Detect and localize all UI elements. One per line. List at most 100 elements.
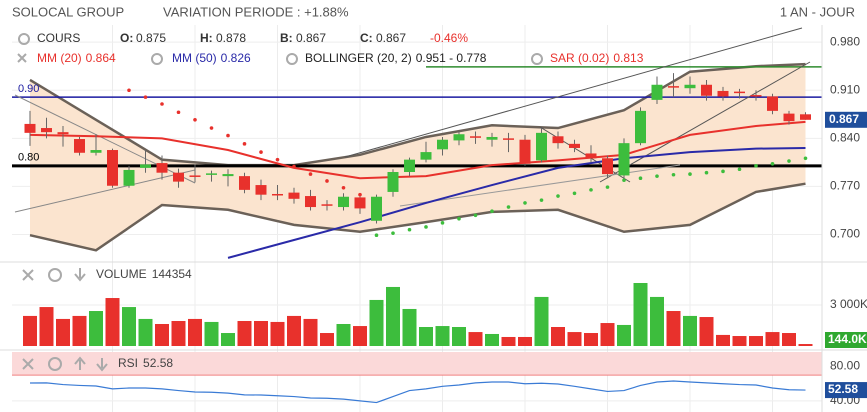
candle-body — [486, 136, 498, 140]
sar-dot — [506, 205, 511, 209]
volume-bar — [270, 321, 285, 346]
horizontal-line-label: 0.80 — [18, 152, 39, 164]
candle-body — [519, 139, 531, 164]
volume-bar — [336, 323, 351, 346]
quote-label: B: — [280, 31, 293, 45]
candle-body — [57, 132, 69, 135]
candle-body — [74, 139, 85, 153]
sar-dot — [226, 133, 230, 138]
volume-bar — [485, 333, 499, 346]
close-icon[interactable] — [22, 269, 34, 281]
candle-body — [123, 169, 135, 186]
candle-body — [668, 86, 679, 88]
volume-last-box — [825, 332, 867, 348]
candle-body — [321, 204, 333, 206]
volume-bar — [683, 315, 697, 346]
legend-value: 0.864 — [86, 51, 116, 65]
sar-dot — [655, 174, 659, 178]
legend-name[interactable]: SAR (0.02) — [550, 51, 609, 65]
moving-average — [29, 120, 806, 180]
candle-body — [288, 192, 300, 199]
down-icon[interactable] — [96, 358, 108, 372]
candle-body — [404, 159, 415, 173]
volume-bar — [798, 344, 813, 346]
panel-name: RSI — [118, 356, 138, 370]
period[interactable]: 1 AN - JOUR — [780, 4, 855, 19]
candle-body — [140, 164, 151, 168]
volume-bar — [23, 315, 37, 346]
volume-bar — [452, 327, 466, 346]
quote-value: 0.867 — [296, 31, 326, 45]
sar-dot — [341, 186, 346, 190]
legend-name[interactable]: BOLLINGER (20, 2) — [305, 51, 412, 65]
y-tick-label: 3 000K — [830, 297, 867, 311]
y-tick-label: 80.00 — [830, 359, 860, 373]
panel-value: 144354 — [152, 267, 192, 281]
candle-body — [800, 114, 811, 120]
sar-dot — [572, 191, 577, 196]
sar-dot — [407, 227, 412, 232]
volume-bar — [782, 333, 796, 346]
gear-icon[interactable] — [18, 33, 30, 45]
sar-dot — [523, 201, 527, 205]
volume-bar — [518, 336, 532, 346]
up-icon[interactable] — [74, 356, 86, 370]
volume-bar — [237, 320, 252, 346]
volume-bar — [171, 320, 186, 346]
close-icon[interactable] — [22, 358, 34, 370]
quote-change: -0.46% — [430, 31, 468, 45]
sar-dot — [556, 194, 560, 198]
legend-name[interactable]: MM (50) — [172, 51, 217, 65]
legend-name[interactable]: MM (20) — [37, 51, 82, 65]
gear-icon[interactable] — [48, 268, 62, 282]
y-tick-label: 0.910 — [830, 82, 860, 96]
band — [12, 62, 822, 376]
marks — [23, 73, 813, 404]
panel-value: 52.58 — [143, 356, 173, 370]
candle-body — [437, 139, 448, 150]
candle-body — [189, 175, 201, 177]
gear-icon[interactable] — [286, 53, 298, 65]
panel-name: VOLUME — [96, 267, 147, 281]
candle-body — [354, 197, 366, 209]
candle-body — [420, 152, 432, 160]
sar-dot — [803, 156, 808, 161]
sar-dot — [193, 118, 197, 122]
down-icon[interactable] — [74, 268, 86, 282]
volume-bar — [534, 296, 549, 346]
candle-body — [635, 110, 646, 144]
sar-dot — [292, 164, 296, 169]
candle-body — [734, 91, 745, 94]
sar-dot — [589, 188, 593, 192]
trend-line — [344, 27, 803, 158]
candle-body — [750, 95, 762, 97]
volume-bar — [732, 336, 747, 346]
gear-icon[interactable] — [151, 53, 163, 65]
gear-icon[interactable] — [48, 357, 62, 371]
y-tick-label: 0.980 — [830, 34, 860, 48]
sar-dot — [787, 159, 791, 163]
gear-icon[interactable] — [531, 53, 543, 65]
close-icon[interactable] — [17, 53, 27, 63]
candle-body — [602, 158, 613, 175]
volume-bar — [419, 327, 433, 346]
sar-dot — [457, 216, 461, 221]
sar-dot — [275, 157, 280, 162]
sar-dot — [160, 102, 164, 106]
volume-last-label: 144.0K — [828, 332, 867, 346]
volume-bar — [89, 311, 103, 346]
sar-dot — [308, 172, 313, 176]
candle-body — [90, 150, 102, 153]
title: SOLOCAL GROUP — [12, 4, 124, 19]
sar-dot — [671, 172, 676, 177]
volume-bar — [72, 315, 87, 346]
candle-body — [156, 163, 168, 173]
moving-average — [227, 146, 806, 259]
sar-dot — [638, 176, 643, 180]
candle-body — [107, 150, 118, 186]
trend-line — [399, 164, 681, 207]
sar-dot — [605, 185, 610, 189]
